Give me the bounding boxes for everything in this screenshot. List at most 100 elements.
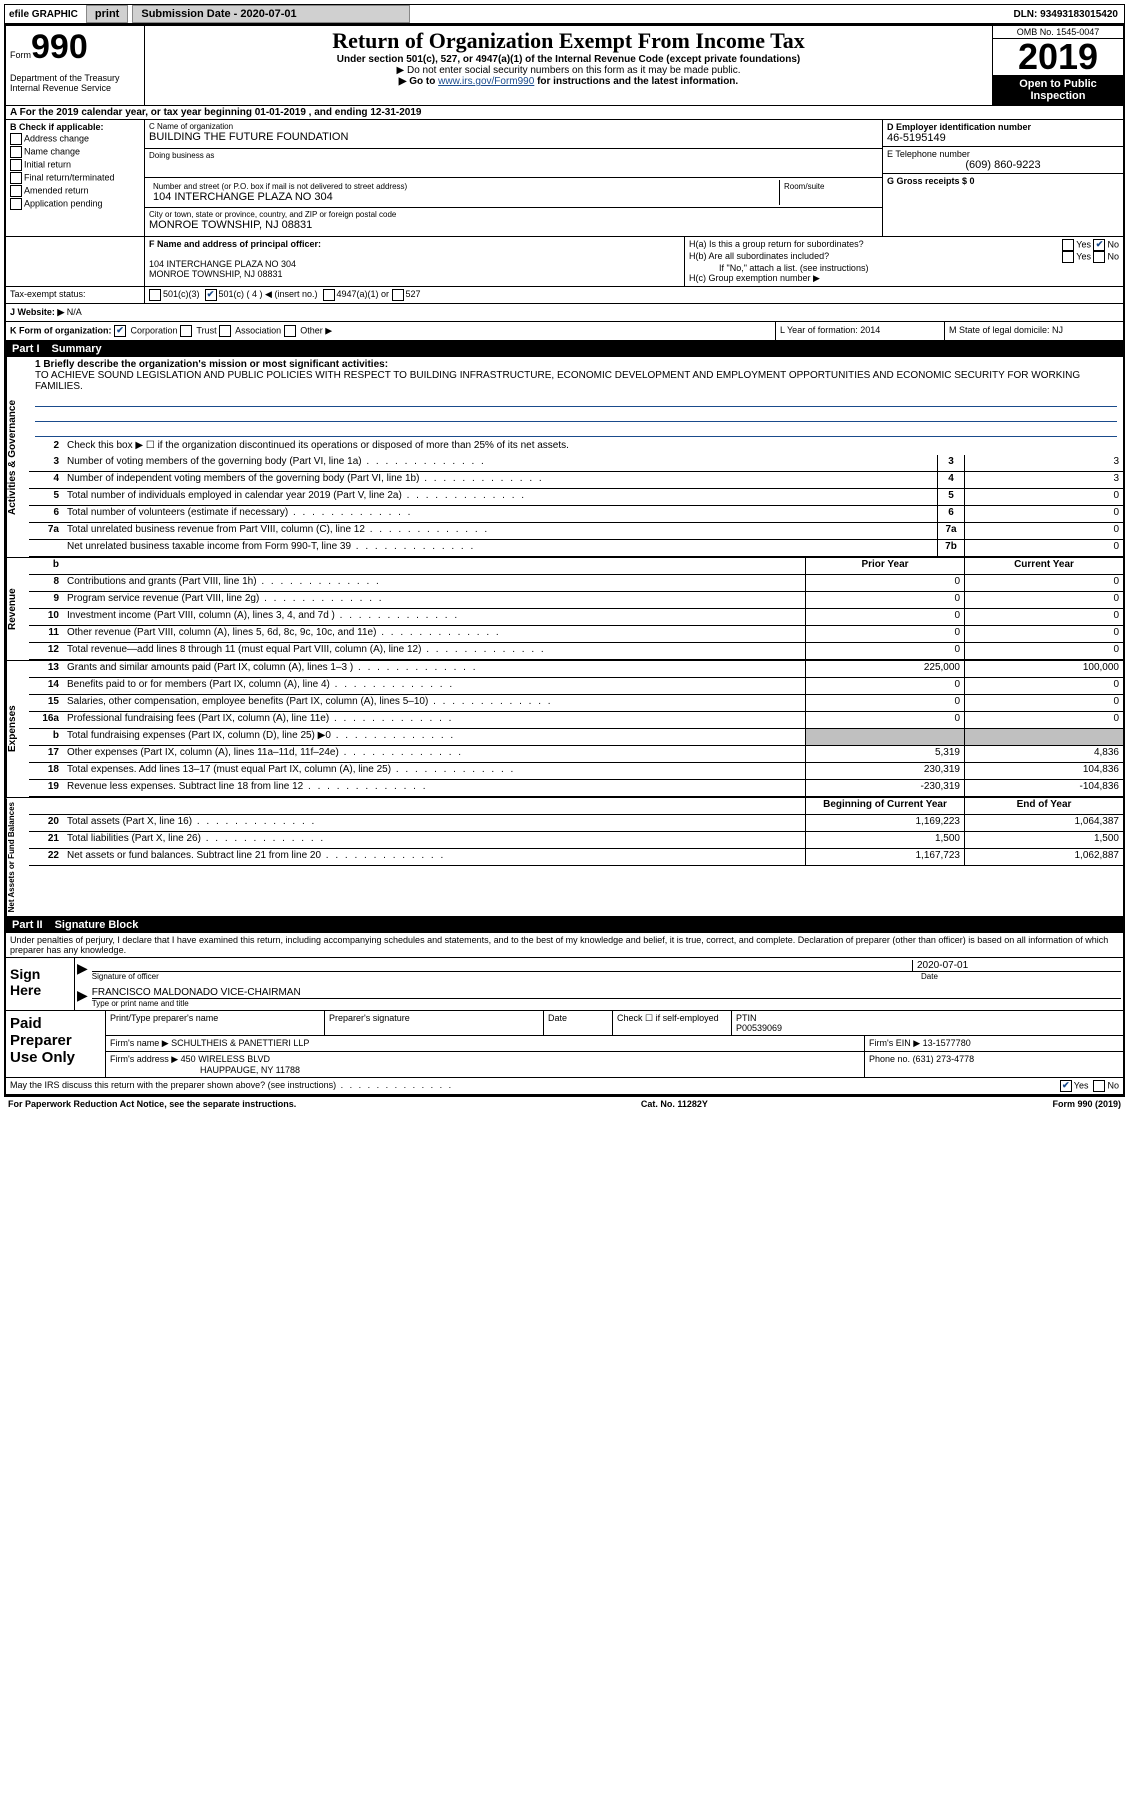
chk-4947[interactable] — [323, 289, 335, 301]
chk-527[interactable] — [392, 289, 404, 301]
tax-year: 2019 — [993, 39, 1123, 75]
irs-link[interactable]: www.irs.gov/Form990 — [438, 76, 534, 87]
discuss-no[interactable] — [1093, 1080, 1105, 1092]
summary-line: 12Total revenue—add lines 8 through 11 (… — [29, 643, 1123, 660]
form-title: Return of Organization Exempt From Incom… — [151, 28, 986, 54]
side-ag: Activities & Governance — [6, 357, 29, 557]
top-toolbar: efile GRAPHIC print Submission Date - 20… — [4, 4, 1125, 24]
tax-period: A For the 2019 calendar year, or tax yea… — [6, 106, 1123, 120]
hb-yes[interactable] — [1062, 251, 1074, 263]
part2-header: Part II Signature Block — [6, 917, 1123, 933]
chk-501c[interactable] — [205, 289, 217, 301]
expenses-section: Expenses 13Grants and similar amounts pa… — [6, 661, 1123, 798]
form-label: Form — [10, 50, 31, 60]
mission-block: 1 Briefly describe the organization's mi… — [29, 357, 1123, 439]
chk-name[interactable]: Name change — [10, 146, 140, 158]
submission-date-label: Submission Date - 2020-07-01 — [132, 5, 410, 23]
form-number: 990 — [31, 28, 88, 66]
department-label: Department of the Treasury Internal Reve… — [10, 73, 140, 93]
chk-trust[interactable] — [180, 325, 192, 337]
sign-here-block: Sign Here ▶ 2020-07-01 Signature of offi… — [6, 958, 1123, 1011]
summary-line: 22Net assets or fund balances. Subtract … — [29, 849, 1123, 866]
summary-line: 20Total assets (Part X, line 16)1,169,22… — [29, 815, 1123, 832]
open-public-label: Open to Public Inspection — [993, 75, 1123, 105]
print-button[interactable]: print — [86, 5, 128, 23]
side-net: Net Assets or Fund Balances — [6, 798, 29, 916]
ha-yes[interactable] — [1062, 239, 1074, 251]
tax-status-row: Tax-exempt status: 501(c)(3) 501(c) ( 4 … — [6, 287, 1123, 304]
hb-no[interactable] — [1093, 251, 1105, 263]
chk-corp[interactable] — [114, 325, 126, 337]
year-formation: L Year of formation: 2014 — [775, 322, 944, 340]
ein-value: 46-5195149 — [887, 132, 946, 144]
mission-text: TO ACHIEVE SOUND LEGISLATION AND PUBLIC … — [35, 370, 1080, 392]
box-c: C Name of organization BUILDING THE FUTU… — [145, 120, 882, 236]
chk-assoc[interactable] — [219, 325, 231, 337]
chk-other[interactable] — [284, 325, 296, 337]
netassets-section: Net Assets or Fund Balances Beginning of… — [6, 798, 1123, 917]
phone-value: (609) 860-9223 — [887, 159, 1119, 171]
chk-amended[interactable]: Amended return — [10, 185, 140, 197]
activities-governance-section: Activities & Governance 1 Briefly descri… — [6, 357, 1123, 558]
section-bcdeg: B Check if applicable: Address change Na… — [6, 120, 1123, 237]
box-deg: D Employer identification number 46-5195… — [882, 120, 1123, 236]
efile-label: efile GRAPHIC — [5, 9, 82, 20]
summary-line: Net unrelated business taxable income fr… — [29, 540, 1123, 557]
ha-no[interactable] — [1093, 239, 1105, 251]
year-box: OMB No. 1545-0047 2019 Open to Public In… — [992, 26, 1123, 105]
summary-line: 19Revenue less expenses. Subtract line 1… — [29, 780, 1123, 797]
org-city: MONROE TOWNSHIP, NJ 08831 — [149, 219, 878, 231]
summary-line: 9Program service revenue (Part VIII, lin… — [29, 592, 1123, 609]
website-row: J Website: ▶ N/A — [6, 304, 1123, 322]
form-header: Form990 Department of the Treasury Inter… — [6, 26, 1123, 106]
org-name: BUILDING THE FUTURE FOUNDATION — [149, 131, 878, 143]
discuss-row: May the IRS discuss this return with the… — [6, 1078, 1123, 1095]
summary-line: 14Benefits paid to or for members (Part … — [29, 678, 1123, 695]
side-exp: Expenses — [6, 661, 29, 797]
chk-initial[interactable]: Initial return — [10, 159, 140, 171]
room-suite-label: Room/suite — [780, 180, 878, 205]
org-address: 104 INTERCHANGE PLAZA NO 304 — [153, 191, 775, 203]
summary-line: 16aProfessional fundraising fees (Part I… — [29, 712, 1123, 729]
form-frame: Form990 Department of the Treasury Inter… — [4, 24, 1125, 1097]
section-fh: F Name and address of principal officer:… — [6, 237, 1123, 287]
summary-line: 8Contributions and grants (Part VIII, li… — [29, 575, 1123, 592]
chk-final[interactable]: Final return/terminated — [10, 172, 140, 184]
paid-preparer-block: Paid Preparer Use Only Print/Type prepar… — [6, 1011, 1123, 1078]
summary-line: bTotal fundraising expenses (Part IX, co… — [29, 729, 1123, 746]
summary-line: 18Total expenses. Add lines 13–17 (must … — [29, 763, 1123, 780]
note-link: ▶ Go to www.irs.gov/Form990 for instruct… — [151, 76, 986, 87]
summary-line: 3Number of voting members of the governi… — [29, 455, 1123, 472]
preparer-phone: (631) 273-4778 — [913, 1054, 975, 1064]
form-number-box: Form990 Department of the Treasury Inter… — [6, 26, 145, 105]
summary-line: 5Total number of individuals employed in… — [29, 489, 1123, 506]
box-b: B Check if applicable: Address change Na… — [6, 120, 145, 236]
box-f: F Name and address of principal officer:… — [145, 237, 684, 286]
dln-label: DLN: 93493183015420 — [1013, 9, 1124, 20]
chk-501c3[interactable] — [149, 289, 161, 301]
summary-line: 13Grants and similar amounts paid (Part … — [29, 661, 1123, 678]
summary-line: 11Other revenue (Part VIII, column (A), … — [29, 626, 1123, 643]
discuss-yes[interactable] — [1060, 1080, 1072, 1092]
summary-line: 10Investment income (Part VIII, column (… — [29, 609, 1123, 626]
form-subtitle: Under section 501(c), 527, or 4947(a)(1)… — [151, 54, 986, 65]
officer-name: FRANCISCO MALDONADO VICE-CHAIRMAN — [92, 987, 1121, 999]
revenue-section: Revenue b Prior Year Current Year 8Contr… — [6, 558, 1123, 661]
note-ssn: ▶ Do not enter social security numbers o… — [151, 65, 986, 76]
title-box: Return of Organization Exempt From Incom… — [145, 26, 992, 105]
ptin-value: P00539069 — [736, 1023, 782, 1033]
summary-line: 21Total liabilities (Part X, line 26)1,5… — [29, 832, 1123, 849]
state-domicile: M State of legal domicile: NJ — [944, 322, 1123, 340]
gross-receipts: G Gross receipts $ 0 — [887, 176, 975, 186]
summary-line: 4Number of independent voting members of… — [29, 472, 1123, 489]
summary-line: 15Salaries, other compensation, employee… — [29, 695, 1123, 712]
part1-header: Part I Summary — [6, 341, 1123, 357]
page-footer: For Paperwork Reduction Act Notice, see … — [4, 1097, 1125, 1111]
summary-line: 17Other expenses (Part IX, column (A), l… — [29, 746, 1123, 763]
klm-row: K Form of organization: Corporation Trus… — [6, 322, 1123, 341]
summary-line: 7aTotal unrelated business revenue from … — [29, 523, 1123, 540]
side-rev: Revenue — [6, 558, 29, 660]
chk-pending[interactable]: Application pending — [10, 198, 140, 210]
summary-line: 6Total number of volunteers (estimate if… — [29, 506, 1123, 523]
chk-address[interactable]: Address change — [10, 133, 140, 145]
